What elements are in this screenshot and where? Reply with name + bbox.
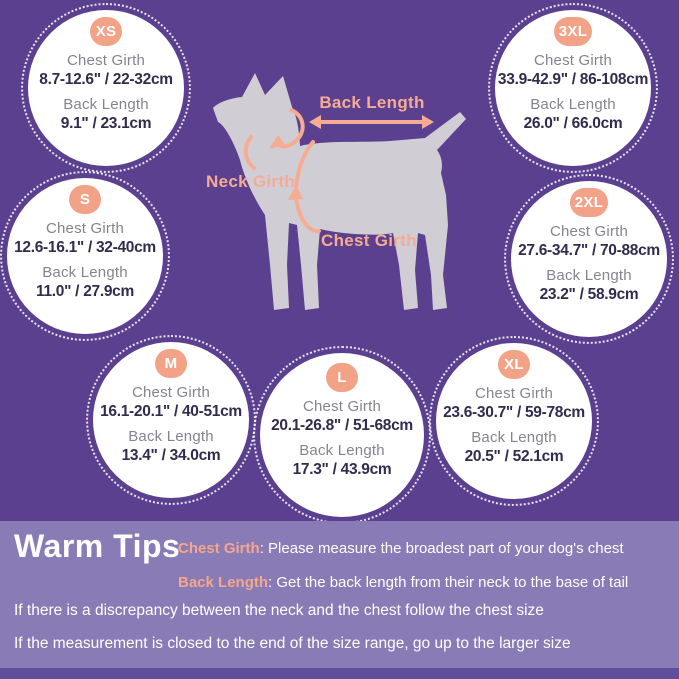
- size-badge: L: [326, 363, 358, 392]
- back-length-value: 23.2" / 58.9cm: [539, 286, 639, 303]
- size-circle-xl: XL Chest Girth 23.6-30.7" / 59-78cm Back…: [429, 336, 599, 506]
- size-badge: M: [155, 349, 187, 378]
- chest-girth-label: Chest Girth: [533, 52, 613, 69]
- warm-tips-title: Warm Tips: [14, 528, 181, 564]
- chest-girth-value: 8.7-12.6" / 22-32cm: [39, 71, 173, 88]
- chest-girth-label: Chest Girth: [302, 398, 382, 415]
- chest-girth-label: Chest Girth: [474, 385, 554, 402]
- chest-girth-value: 16.1-20.1" / 40-51cm: [100, 403, 242, 420]
- back-length-value: 9.1" / 23.1cm: [60, 115, 152, 132]
- chest-girth-value: 33.9-42.9" / 86-108cm: [497, 71, 649, 88]
- chest-girth-value: 23.6-30.7" / 59-78cm: [443, 404, 585, 421]
- back-length-value: 26.0" / 66.0cm: [523, 115, 623, 132]
- size-circle-3xl: 3XL Chest Girth 33.9-42.9" / 86-108cm Ba…: [488, 3, 658, 173]
- tip-note-discrepancy: If there is a discrepancy between the ne…: [14, 602, 544, 619]
- size-badge: S: [69, 185, 101, 214]
- chest-girth-label: Chest Girth: [131, 384, 211, 401]
- chest-girth-label: Chest Girth: [45, 220, 125, 237]
- size-circle-s: S Chest Girth 12.6-16.1" / 32-40cm Back …: [0, 171, 170, 341]
- size-circle-m: M Chest Girth 16.1-20.1" / 40-51cm Back …: [86, 335, 256, 505]
- size-badge: 2XL: [569, 188, 609, 217]
- chest-girth-label: Chest Girth: [66, 52, 146, 69]
- back-length-diagram-label: Back Length: [319, 93, 425, 112]
- back-length-label: Back Length: [42, 264, 128, 281]
- back-length-label: Back Length: [530, 96, 616, 113]
- chest-girth-diagram-label: Chest Girth: [321, 231, 417, 250]
- chest-girth-value: 12.6-16.1" / 32-40cm: [14, 239, 156, 256]
- back-length-value: 11.0" / 27.9cm: [36, 283, 134, 300]
- back-length-arrow-icon: [309, 115, 434, 129]
- back-length-value: 13.4" / 34.0cm: [121, 447, 221, 464]
- footer-strip: [0, 668, 679, 679]
- back-length-label: Back Length: [63, 96, 149, 113]
- chest-girth-label: Chest Girth: [549, 223, 629, 240]
- tip-note-size-range: If the measurement is closed to the end …: [14, 635, 571, 652]
- neck-girth-diagram-label: Neck Girth: [206, 172, 295, 191]
- tip-chest-girth-term: Chest Girth: [178, 540, 260, 557]
- dog-silhouette: [213, 73, 466, 310]
- size-badge: XL: [498, 350, 530, 379]
- warm-tips-panel: [0, 521, 679, 668]
- tip-back-length-text: : Get the back length from their neck to…: [268, 574, 629, 591]
- tip-chest-girth-text: : Please measure the broadest part of yo…: [259, 540, 624, 557]
- dog-and-arrows-graphic: [213, 73, 466, 310]
- tip-back-length-term: Back Length: [178, 574, 269, 591]
- size-circle-2xl: 2XL Chest Girth 27.6-34.7" / 70-88cm Bac…: [504, 174, 674, 344]
- chest-girth-value: 27.6-34.7" / 70-88cm: [518, 242, 660, 259]
- back-length-value: 17.3" / 43.9cm: [292, 461, 392, 478]
- back-length-label: Back Length: [471, 429, 557, 446]
- size-badge: XS: [90, 17, 122, 46]
- back-length-label: Back Length: [546, 267, 632, 284]
- chest-girth-arrow-icon: [288, 140, 321, 234]
- back-length-label: Back Length: [128, 428, 214, 445]
- back-length-label: Back Length: [299, 442, 385, 459]
- tip-back-length: Back Length: Get the back length from th…: [178, 574, 628, 591]
- back-length-value: 20.5" / 52.1cm: [464, 448, 564, 465]
- size-badge: 3XL: [553, 17, 593, 46]
- neck-girth-arrow-icon: [243, 108, 305, 170]
- chest-girth-value: 20.1-26.8" / 51-68cm: [271, 417, 413, 434]
- size-circle-l: L Chest Girth 20.1-26.8" / 51-68cm Back …: [253, 346, 431, 524]
- tip-chest-girth: Chest Girth: Please measure the broadest…: [178, 540, 624, 557]
- size-circle-xs: XS Chest Girth 8.7-12.6" / 22-32cm Back …: [21, 3, 191, 173]
